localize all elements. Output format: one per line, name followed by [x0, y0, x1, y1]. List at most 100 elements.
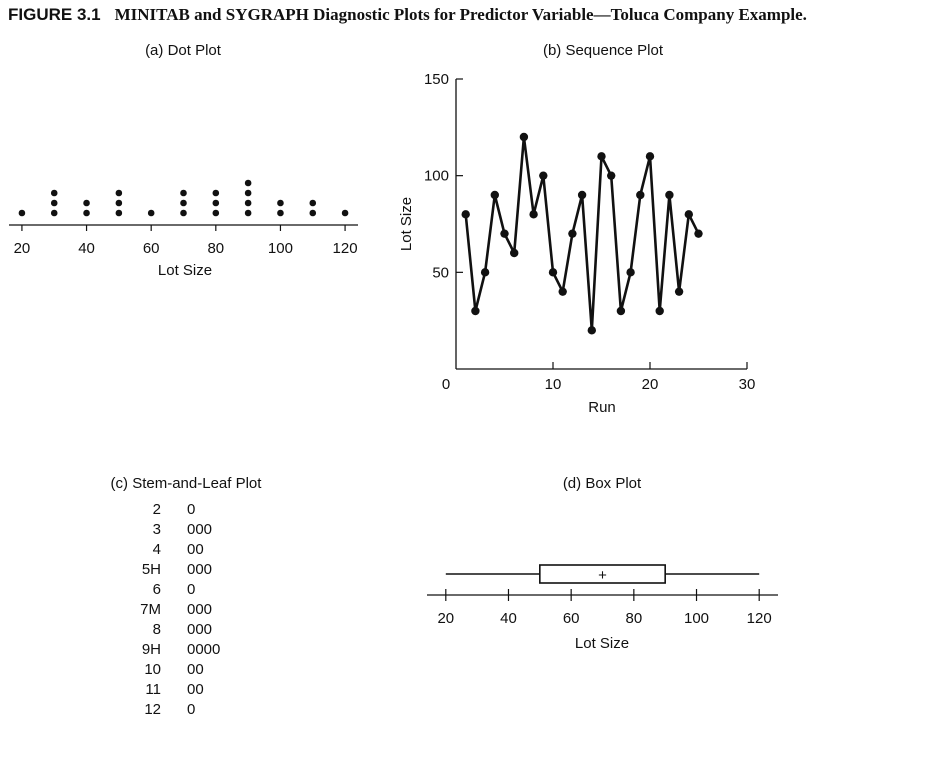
dot-plot-panel: (a) Dot Plot 20 40 60 80 100 120 Lot Size [9, 42, 358, 279]
dot-plot-title: (a) Dot Plot [145, 42, 222, 59]
box-plot-tick-label-60: 60 [563, 610, 580, 627]
sequence-plot-point [626, 268, 635, 277]
leaf-value: 0 [187, 701, 195, 718]
sequence-plot-point [510, 248, 519, 258]
sequence-plot-point [539, 171, 548, 180]
dot-plot-point [212, 209, 220, 217]
sequence-plot-point [461, 210, 470, 219]
box-plot-box [539, 564, 666, 584]
stem-value: 9H [142, 641, 161, 658]
dot-plot-point [341, 209, 349, 217]
stem-value: 4 [153, 541, 161, 558]
sequence-plot-x-label: Run [588, 399, 616, 416]
sequence-plot-point [616, 306, 626, 316]
dot-plot-point [212, 199, 220, 207]
dot-plot-point [244, 199, 252, 207]
sequence-plot-point [471, 306, 480, 316]
dot-plot-point [83, 199, 90, 207]
sequence-plot-point [548, 268, 558, 277]
sequence-plot-y-tick-label-50: 50 [432, 264, 449, 281]
box-plot-title: (d) Box Plot [563, 475, 642, 492]
sequence-plot-point [500, 229, 509, 238]
dot-plot-point [180, 189, 187, 197]
sequence-plot-point [636, 190, 645, 200]
dot-plot-point [277, 209, 284, 217]
dot-plot-point [180, 209, 187, 217]
stem-value: 2 [153, 501, 161, 518]
sequence-plot-point [597, 152, 606, 161]
sequence-plot-ticks: 50 100 150 0 10 20 30 [424, 71, 755, 393]
stem-value: 7M [140, 601, 161, 618]
sequence-plot-point [684, 210, 693, 219]
dot-plot-ticks: 20 40 60 80 100 120 [14, 225, 358, 257]
stem-value: 10 [144, 661, 161, 678]
dot-plot-tick-label-120: 120 [333, 240, 358, 257]
dot-plot-point [50, 209, 58, 217]
box-plot-x-label: Lot Size [575, 635, 629, 652]
leaf-value: 0000 [187, 641, 220, 658]
sequence-plot-point [529, 210, 538, 219]
leaf-value: 000 [187, 621, 212, 638]
sequence-plot-point [655, 306, 664, 316]
leaf-value: 000 [187, 561, 212, 578]
dot-plot-point [309, 209, 317, 217]
leaf-value: 0 [187, 501, 195, 518]
sequence-plot-title: (b) Sequence Plot [543, 42, 664, 59]
dot-plot-point [18, 209, 26, 217]
stem-leaf-rows: 2 0 3 000 4 00 5H 000 6 0 7M 000 8 000 9H 0000 10 00 11 00 1… [140, 501, 220, 718]
sequence-plot-points [461, 132, 703, 335]
box-plot-panel: (d) Box Plot + 20 40 60 80 100 120 Lot Size [427, 475, 778, 652]
box-plot-tick-label-20: 20 [437, 610, 454, 627]
dot-plot-point [277, 199, 284, 207]
figure-title: FIGURE 3.1 MINITAB and SYGRAPH Diagnostic… [8, 5, 807, 25]
dot-plot-point [115, 209, 123, 217]
stem-value: 8 [153, 621, 161, 638]
sequence-plot-point [558, 287, 567, 296]
figure-number: FIGURE 3.1 [8, 5, 101, 24]
sequence-plot-point [480, 268, 490, 277]
dot-plot-point [147, 209, 155, 217]
dot-plot-tick-label-100: 100 [268, 240, 293, 257]
sequence-plot-point [587, 326, 596, 335]
sequence-plot-x-tick-label-0: 0 [442, 376, 450, 393]
box-plot-ticks: 20 40 60 80 100 120 [437, 589, 772, 627]
box-plot-tick-label-100: 100 [684, 610, 709, 627]
sequence-plot-y-label: Lot Size [398, 197, 415, 251]
dot-plot-x-label: Lot Size [158, 262, 212, 279]
sequence-plot-point [577, 190, 587, 200]
leaf-value: 0 [187, 581, 195, 598]
sequence-plot-x-tick-label-20: 20 [642, 376, 659, 393]
sequence-plot-point [674, 287, 684, 296]
box-plot-tick-label-120: 120 [747, 610, 772, 627]
dot-plot-tick-label-80: 80 [207, 240, 224, 257]
dot-plot-point [212, 189, 220, 197]
stem-leaf-title: (c) Stem-and-Leaf Plot [111, 475, 263, 492]
sequence-plot-point [607, 171, 616, 180]
leaf-value: 00 [187, 541, 204, 558]
box-plot-mean-marker: + [598, 567, 607, 584]
sequence-plot-y-tick-label-150: 150 [424, 71, 449, 88]
stem-value: 12 [144, 701, 161, 718]
dot-plot-point [180, 199, 187, 207]
dot-plot-point [115, 189, 123, 197]
stem-value: 5H [142, 561, 161, 578]
dot-plot-point [50, 189, 58, 197]
dot-plot-point [309, 199, 317, 207]
dot-plot-points [18, 179, 349, 217]
figure-caption: MINITAB and SYGRAPH Diagnostic Plots for… [114, 5, 807, 24]
dot-plot-tick-label-40: 40 [78, 240, 95, 257]
dot-plot-point [115, 199, 123, 207]
sequence-plot-point [694, 229, 703, 238]
leaf-value: 00 [187, 681, 204, 698]
sequence-plot-point [568, 229, 577, 238]
box-plot-tick-label-40: 40 [500, 610, 517, 627]
leaf-value: 000 [187, 601, 212, 618]
stem-value: 3 [153, 521, 161, 538]
stem-value: 6 [153, 581, 161, 598]
sequence-plot-point [519, 132, 529, 142]
dot-plot-point [83, 209, 90, 217]
dot-plot-tick-label-20: 20 [14, 240, 31, 257]
dot-plot-tick-label-60: 60 [143, 240, 160, 257]
